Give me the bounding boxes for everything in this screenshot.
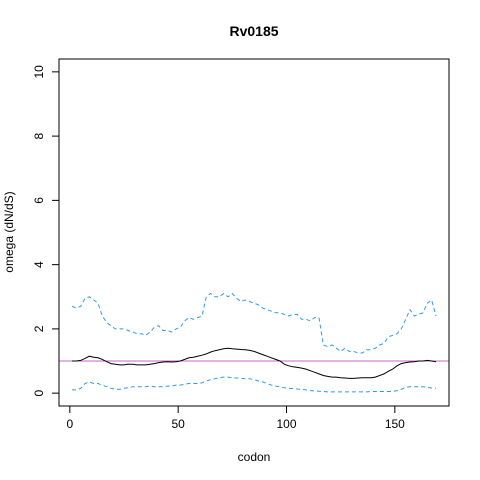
x-tick-label: 100 xyxy=(276,417,296,431)
y-tick-label: 10 xyxy=(32,65,46,79)
x-axis-label: codon xyxy=(238,450,271,464)
lower-bound-line xyxy=(72,376,437,393)
y-tick-label: 6 xyxy=(32,197,46,204)
y-tick-label: 4 xyxy=(32,261,46,268)
y-tick-label: 8 xyxy=(32,132,46,139)
plot-frame xyxy=(58,58,450,407)
y-tick-label: 2 xyxy=(32,325,46,332)
chart-title: Rv0185 xyxy=(229,23,278,39)
x-axis: 0 50 100 150 xyxy=(66,405,405,431)
omega-line xyxy=(72,347,437,379)
y-axis-label: omega (dN/dS) xyxy=(2,191,16,272)
x-tick-label: 150 xyxy=(385,417,405,431)
plot-area xyxy=(59,292,449,393)
upper-bound-line xyxy=(71,292,437,354)
x-tick-label: 0 xyxy=(66,417,73,431)
y-tick-label: 0 xyxy=(32,389,46,396)
y-axis: 0 2 4 6 8 10 xyxy=(32,65,60,396)
x-tick-label: 50 xyxy=(171,417,185,431)
